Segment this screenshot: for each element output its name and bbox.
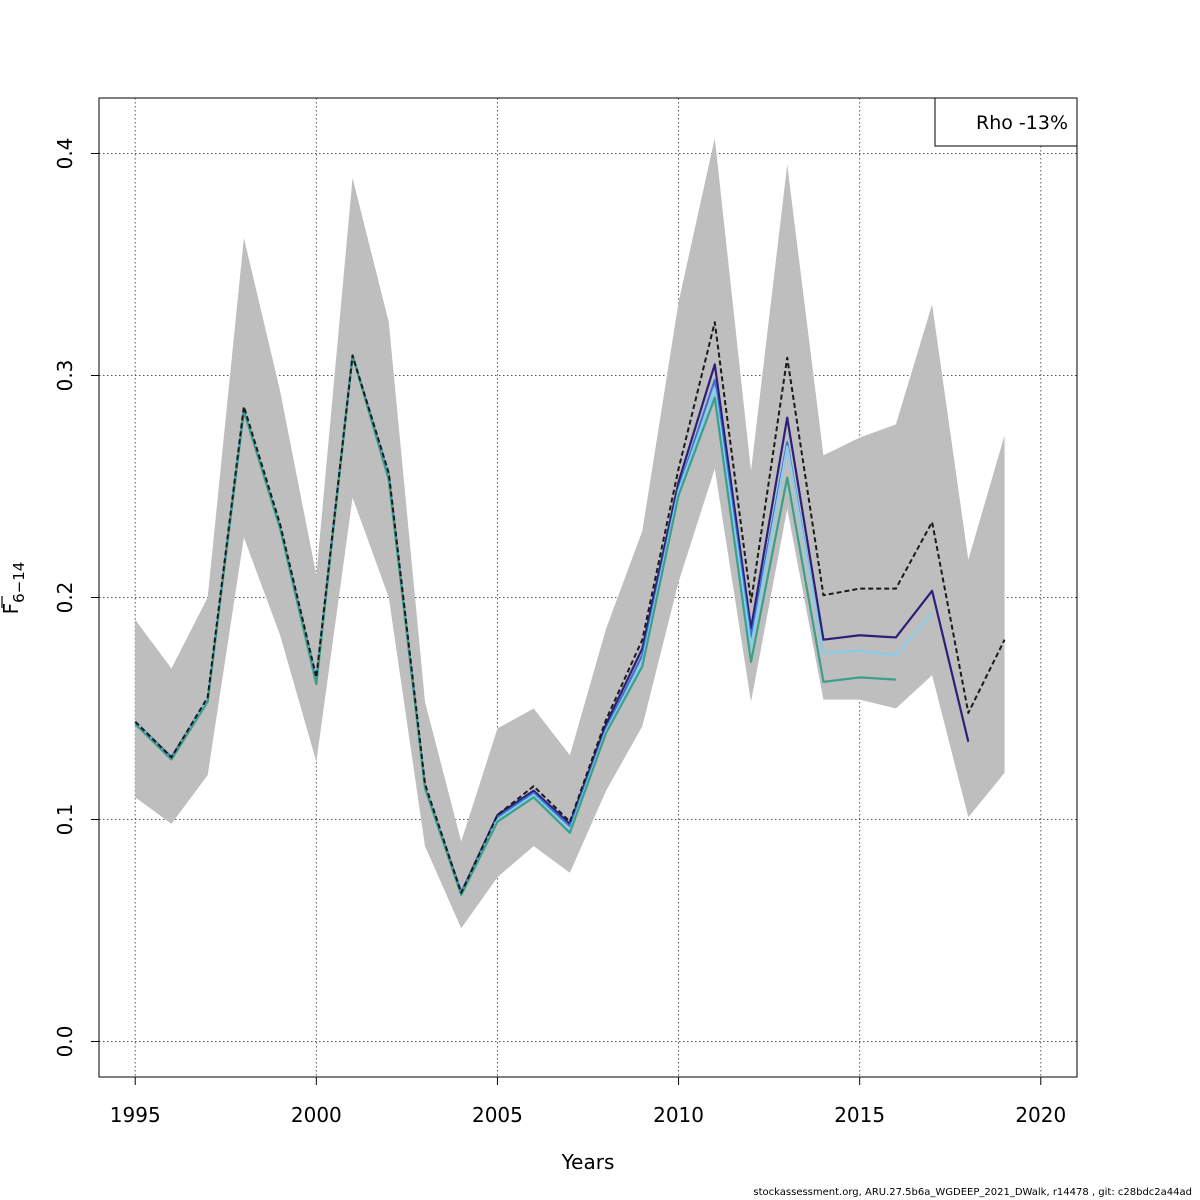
y-axis-title-main: F6−14 <box>0 562 28 615</box>
confidence-band-layer <box>135 137 1005 929</box>
y-tick-label: 0.2 <box>53 582 77 614</box>
y-tick-label: 0.1 <box>53 804 77 836</box>
x-tick-label: 2000 <box>291 1103 342 1127</box>
x-tick-label: 2015 <box>834 1103 885 1127</box>
confidence-band <box>135 137 1005 929</box>
y-tick-label: 0.4 <box>53 138 77 170</box>
series-line-5 <box>134 354 896 897</box>
legend: Rho -13% <box>934 97 1078 147</box>
x-axis-title: Years <box>561 1150 615 1174</box>
y-tick-label: 0.3 <box>53 360 77 392</box>
y-axis-title-subscript: 6−14 <box>10 562 28 603</box>
footer-credit: stockassessment.org, ARU.27.5b6a_WGDEEP_… <box>753 1187 1192 1198</box>
series-layer <box>134 321 1006 897</box>
y-axis-title: F6−14 <box>0 562 28 615</box>
y-tick-label: 0.0 <box>53 1026 77 1058</box>
x-tick-label: 2005 <box>472 1103 523 1127</box>
legend-text: Rho -13% <box>976 112 1068 134</box>
y-axis-title-f: F <box>0 603 23 615</box>
legend-box <box>934 97 1078 147</box>
x-tick-label: 2010 <box>653 1103 704 1127</box>
axes-layer: 1995 2000 2005 2010 2015 2020 0.0 0.1 0.2 0.3 0.4 <box>53 97 1078 1127</box>
series-line-1 <box>134 321 1006 894</box>
x-tick-label: 2020 <box>1015 1103 1066 1127</box>
plot-frame <box>98 97 1078 1078</box>
x-tick-label: 1995 <box>110 1103 161 1127</box>
